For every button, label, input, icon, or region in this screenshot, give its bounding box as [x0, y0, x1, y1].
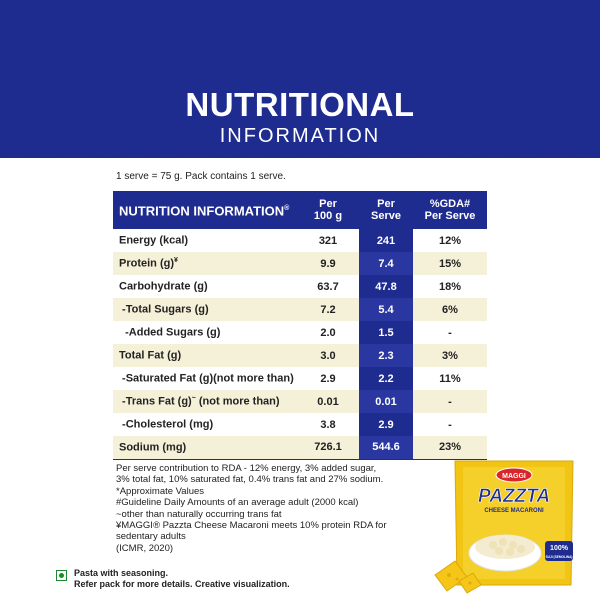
table-row: Sodium (mg) 726.1 544.6 23% [113, 436, 487, 460]
serve-note: 1 serve = 75 g. Pack contains 1 serve. [116, 171, 286, 182]
value-per-serve: 7.4 [359, 252, 413, 275]
veg-symbol-icon [56, 570, 67, 581]
bottom-note: Pasta with seasoning. Refer pack for mor… [74, 568, 290, 590]
footnote-line: Per serve contribution to RDA - 12% ener… [116, 463, 377, 474]
footnote-line: (ICMR, 2020) [116, 542, 174, 554]
value-per-100g: 0.01 [297, 390, 359, 413]
table-row: -Cholesterol (mg) 3.8 2.9 - [113, 413, 487, 436]
value-per-100g: 9.9 [297, 252, 359, 275]
value-per-serve: 47.8 [359, 275, 413, 298]
page-title: NUTRITIONAL [185, 86, 415, 123]
value-per-100g: 63.7 [297, 275, 359, 298]
nutrient-label: Total Fat (g) [113, 344, 297, 367]
value-per-serve: 5.4 [359, 298, 413, 321]
table-row: Energy (kcal) 321 241 12% [113, 229, 487, 252]
pack-name: PAZZTA [478, 486, 550, 507]
value-per-serve: 544.6 [359, 436, 413, 460]
header-per-serve: Per Serve [359, 191, 413, 229]
table-header-row: NUTRITION INFORMATION® Per 100 g Per Serve… [113, 191, 487, 229]
pack-badge-percent: 100% [550, 545, 569, 552]
nutrition-table: NUTRITION INFORMATION® Per 100 g Per Serve… [113, 191, 487, 460]
nutrient-label: -Added Sugars (g) [113, 321, 297, 344]
value-per-100g: 7.2 [297, 298, 359, 321]
table-row: -Added Sugars (g) 2.0 1.5 - [113, 321, 487, 344]
value-gda: 6% [413, 298, 487, 321]
value-per-serve: 1.5 [359, 321, 413, 344]
footnote-line: #Guideline Daily Amounts of an average a… [116, 497, 359, 509]
product-pack-image: MAGGI PAZZTA CHEESE MACARONI 100% SUJI (… [434, 460, 574, 594]
nutrient-label: Sodium (mg) [113, 436, 297, 460]
nutrient-label: -Trans Fat (g)~ (not more than) [113, 390, 297, 413]
table-row: Carbohydrate (g) 63.7 47.8 18% [113, 275, 487, 298]
value-gda: 23% [413, 436, 487, 460]
footnote-line: ~other than naturally occurring trans fa… [116, 508, 282, 520]
nutrient-label: -Saturated Fat (g)(not more than) [113, 367, 297, 390]
value-per-100g: 321 [297, 229, 359, 252]
page-subtitle: INFORMATION [219, 125, 381, 147]
value-per-serve: 2.9 [359, 413, 413, 436]
footnote-line: 3% total fat, 10% saturated fat, 0.4% tr… [116, 474, 384, 486]
footnote-line: ¥MAGGI® Pazzta Cheese Macaroni meets 10%… [116, 520, 387, 543]
value-per-serve: 241 [359, 229, 413, 252]
nutrient-label: -Total Sugars (g) [113, 298, 297, 321]
header-per-100g: Per 100 g [297, 191, 359, 229]
bottom-note-line: Refer pack for more details. Creative vi… [74, 579, 290, 589]
header-nutrition-information: NUTRITION INFORMATION® [113, 191, 297, 229]
header-wave-edge [0, 148, 600, 158]
value-per-100g: 3.0 [297, 344, 359, 367]
nutrient-label: -Cholesterol (mg) [113, 413, 297, 436]
table-row: Protein (g)¥ 9.9 7.4 15% [113, 252, 487, 275]
nutrient-label: Carbohydrate (g) [113, 275, 297, 298]
value-gda: - [413, 321, 487, 344]
value-per-100g: 2.9 [297, 367, 359, 390]
value-per-serve: 2.3 [359, 344, 413, 367]
value-gda: - [413, 413, 487, 436]
nutrient-label: Energy (kcal) [113, 229, 297, 252]
value-gda: - [413, 390, 487, 413]
pack-variant: CHEESE MACARONI [484, 508, 544, 514]
footnote-line: *Approximate Values [116, 485, 205, 497]
value-per-100g: 726.1 [297, 436, 359, 460]
value-gda: 3% [413, 344, 487, 367]
header-gda-per-serve: %GDA# Per Serve [413, 191, 487, 229]
value-gda: 15% [413, 252, 487, 275]
pack-badge-text: SUJI (SEMOLINA) [546, 555, 573, 559]
bottom-note-line: Pasta with seasoning. [74, 568, 169, 578]
footnotes: Per serve contribution to RDA - 12% ener… [116, 463, 416, 554]
value-gda: 11% [413, 367, 487, 390]
value-gda: 18% [413, 275, 487, 298]
table-row: -Trans Fat (g)~ (not more than) 0.01 0.0… [113, 390, 487, 413]
table-row: -Total Sugars (g) 7.2 5.4 6% [113, 298, 487, 321]
header-band [0, 0, 600, 158]
table-row: Total Fat (g) 3.0 2.3 3% [113, 344, 487, 367]
value-per-serve: 2.2 [359, 367, 413, 390]
value-gda: 12% [413, 229, 487, 252]
value-per-100g: 3.8 [297, 413, 359, 436]
table-row: -Saturated Fat (g)(not more than) 2.9 2.… [113, 367, 487, 390]
nutrient-label: Protein (g)¥ [113, 252, 297, 275]
value-per-serve: 0.01 [359, 390, 413, 413]
pack-brand: MAGGI [502, 473, 526, 480]
value-per-100g: 2.0 [297, 321, 359, 344]
